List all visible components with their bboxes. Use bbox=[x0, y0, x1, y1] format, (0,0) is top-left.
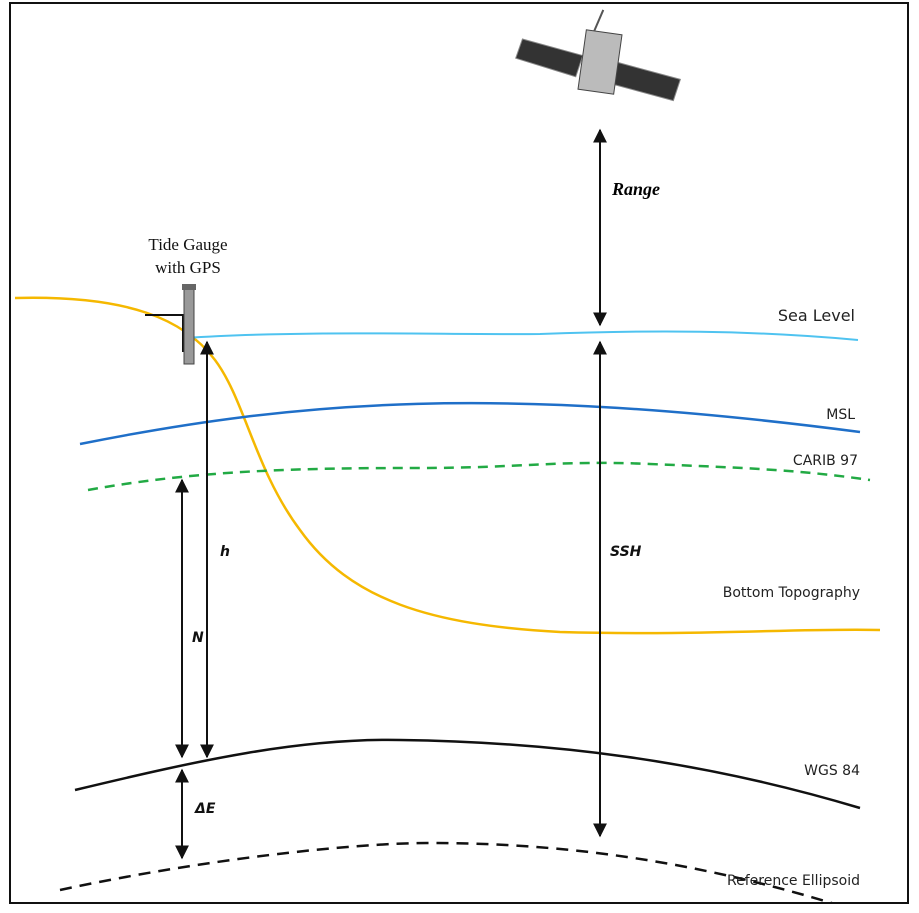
bottom-topography-curve bbox=[14, 296, 881, 635]
frame bbox=[9, 2, 909, 904]
label: with GPS bbox=[155, 258, 221, 277]
label: N bbox=[192, 630, 204, 646]
wgs-curve bbox=[74, 738, 861, 810]
label: Reference Ellipsoid bbox=[727, 873, 860, 889]
label: MSL bbox=[826, 407, 855, 423]
tide-gauge-icon bbox=[145, 284, 196, 365]
label: Sea Level bbox=[778, 306, 855, 325]
label: h bbox=[220, 544, 230, 560]
sea-level-curve bbox=[184, 330, 859, 341]
label: Range bbox=[611, 179, 660, 199]
label: CARIB 97 bbox=[793, 453, 858, 469]
label: WGS 84 bbox=[804, 763, 860, 779]
carib-curve bbox=[87, 461, 871, 492]
label: ΔE bbox=[194, 801, 216, 817]
label: SSH bbox=[610, 544, 642, 560]
label: Bottom Topography bbox=[723, 585, 860, 601]
ellipsoid-curve bbox=[59, 841, 836, 903]
msl-curve bbox=[79, 401, 861, 446]
label: Tide Gauge bbox=[148, 235, 227, 254]
satellite-icon bbox=[515, 9, 682, 102]
